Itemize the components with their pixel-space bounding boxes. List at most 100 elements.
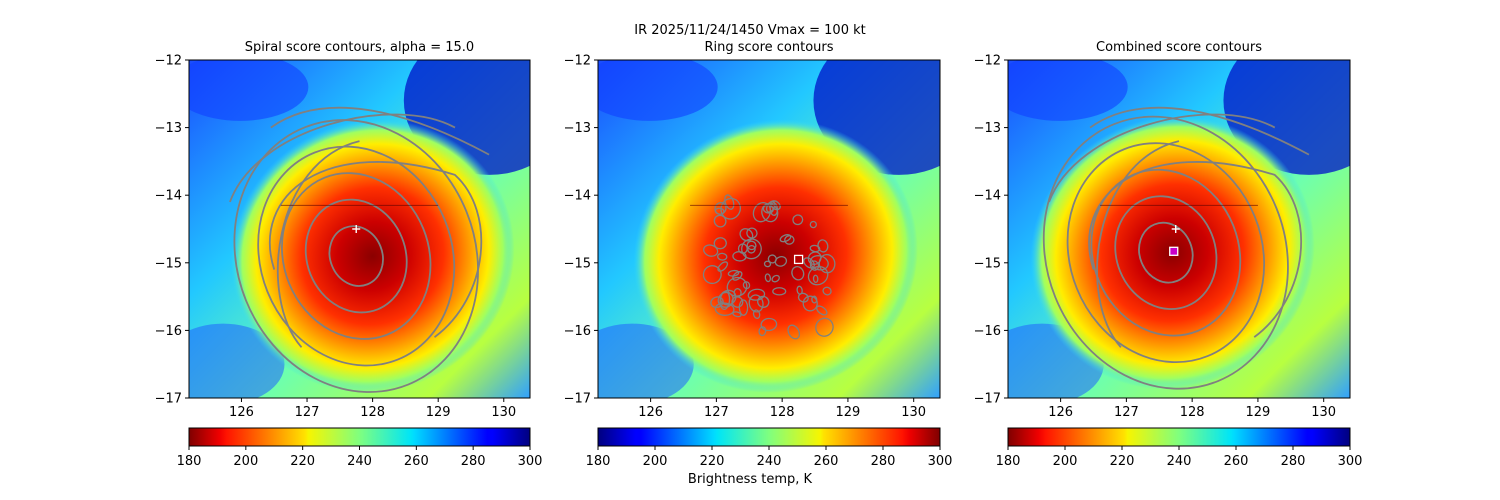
ring-score-contour	[809, 255, 829, 271]
best-center-square-marker	[793, 254, 804, 265]
ring-score-contour	[710, 296, 724, 309]
x-tick-label: 130	[1311, 405, 1336, 420]
y-tick-label: −16	[974, 324, 1001, 339]
ring-score-contour	[746, 240, 757, 251]
spiral-score-contour	[257, 145, 456, 367]
best-center-square-marker	[1169, 246, 1179, 256]
y-tick-label: −17	[564, 392, 591, 407]
ring-score-contour	[742, 281, 751, 290]
ring-score-contour	[822, 286, 832, 296]
ring-score-contour	[812, 274, 819, 284]
ring-score-contour	[702, 265, 722, 285]
ring-score-contour	[739, 228, 754, 242]
colorbar-tick-label: 260	[404, 454, 429, 469]
ring-score-contour	[741, 238, 762, 260]
ring-score-contour	[809, 244, 821, 253]
y-tick-label: −16	[155, 324, 182, 339]
spiral-score-contour	[1138, 221, 1194, 284]
colorbar-tick-label: 180	[586, 454, 611, 469]
ir-image	[598, 60, 940, 398]
ring-score-contour	[702, 244, 719, 257]
y-tick-label: −16	[564, 324, 591, 339]
ring-score-contour	[717, 261, 729, 272]
cold-cloud-region	[598, 60, 718, 121]
panel-2: Ring score contours 126 127 128 129 130 −12 −13…	[564, 40, 941, 420]
x-tick-label: 130	[901, 405, 926, 420]
ring-score-contour	[717, 291, 734, 308]
ring-score-contour	[763, 260, 772, 268]
axes-frame	[597, 59, 941, 399]
x-tick-label: 126	[638, 405, 663, 420]
ring-score-contour	[758, 326, 767, 337]
colorbar-tick-label: 180	[177, 454, 202, 469]
colorbar-tick-label: 260	[1224, 454, 1249, 469]
y-tick-label: −13	[564, 121, 591, 136]
ring-score-contour	[752, 309, 761, 320]
axes-title: Combined score contours	[1096, 40, 1262, 55]
colorbar-tick-label: 220	[700, 454, 725, 469]
colorbar-tick-label: 180	[996, 454, 1021, 469]
ring-score-contour	[815, 317, 834, 337]
colorbar-tick-label: 260	[814, 454, 839, 469]
ring-score-contour	[746, 227, 758, 239]
ring-score-contour	[807, 251, 822, 265]
colorbar-tick-label: 220	[290, 454, 315, 469]
spiral-score-contour	[270, 106, 490, 156]
ring-score-contour	[764, 273, 772, 283]
ring-score-contour	[747, 288, 766, 301]
spiral-score-contour	[1042, 115, 1289, 390]
figure-suptitle: IR 2025/11/24/1450 Vmax = 100 kt	[634, 23, 866, 38]
score-contours	[1042, 106, 1310, 390]
first-guess-plus-marker	[352, 225, 361, 233]
spiral-score-contour	[1066, 142, 1266, 364]
ring-score-contour	[784, 235, 795, 245]
ring-score-contour	[809, 220, 817, 229]
ring-score-contour	[732, 311, 742, 318]
ring-score-contour	[769, 202, 779, 216]
y-tick-label: −15	[155, 256, 182, 271]
spiral-score-contour	[304, 198, 408, 314]
y-tick-label: −13	[155, 121, 182, 136]
storm-core	[230, 119, 515, 393]
x-tick-label: 129	[1246, 405, 1271, 420]
ring-score-contour	[748, 294, 764, 313]
y-tick-label: −14	[974, 189, 1001, 204]
colorbar-tick-label: 240	[347, 454, 372, 469]
colorbar-3: 180 200 220 240 260 280 300	[996, 427, 1362, 469]
colorbar-tick-label: 300	[518, 454, 543, 469]
spiral-score-contour	[281, 172, 432, 340]
ir-image	[189, 60, 530, 398]
colorbar-tick-label: 280	[461, 454, 486, 469]
spiral-score-contour	[1048, 113, 1276, 203]
colorbar-tick-label: 240	[757, 454, 782, 469]
spiral-score-contour	[1096, 140, 1180, 348]
ring-score-contour	[726, 276, 748, 297]
colorbar-tick-label: 280	[871, 454, 896, 469]
x-tick-label: 127	[704, 405, 729, 420]
axes-frame	[188, 59, 531, 399]
y-tick-label: −15	[564, 256, 591, 271]
colorbar-tick-label: 240	[1167, 454, 1192, 469]
cold-cloud-region	[189, 60, 309, 121]
ring-score-contour	[779, 234, 792, 243]
ring-score-contour	[792, 214, 804, 226]
spiral-score-contour	[229, 113, 456, 203]
cold-cloud-region	[1008, 60, 1128, 121]
ring-score-contour	[713, 214, 727, 228]
axes-frame	[1007, 59, 1351, 399]
colorbar-label: Brightness temp, K	[687, 472, 813, 487]
y-tick-label: −14	[155, 189, 182, 204]
x-tick-label: 127	[1114, 405, 1139, 420]
x-tick-label: 126	[1048, 405, 1073, 420]
ring-score-contour	[787, 324, 801, 340]
y-tick-label: −14	[564, 189, 591, 204]
colorbar-gradient	[1007, 427, 1351, 447]
x-tick-label: 130	[491, 405, 516, 420]
x-tick-label: 129	[426, 405, 451, 420]
ring-score-contour	[713, 237, 727, 250]
y-tick-label: −13	[974, 121, 1001, 136]
colorbar-tick-label: 200	[643, 454, 668, 469]
spiral-score-contour	[1114, 195, 1218, 310]
colorbar-tick-label: 200	[233, 454, 258, 469]
